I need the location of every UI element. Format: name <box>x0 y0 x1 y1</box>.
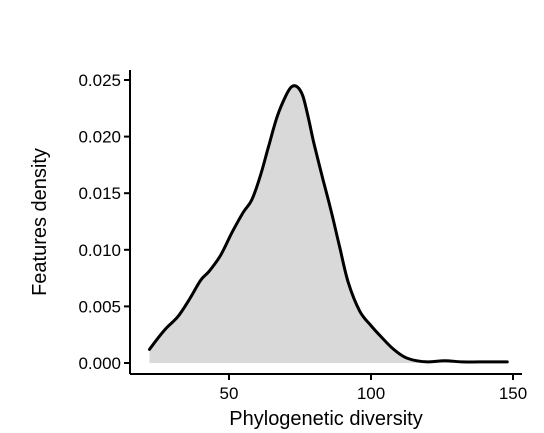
plot-area <box>148 84 509 364</box>
y-tick-label: 0.020 <box>78 128 121 147</box>
x-axis-title: Phylogenetic diversity <box>229 408 422 430</box>
y-axis-title: Features density <box>29 148 51 296</box>
density-line <box>148 84 509 364</box>
x-axis-ticks: 50 100 150 <box>220 374 527 403</box>
y-tick-label: 0.025 <box>78 71 121 90</box>
x-tick-label: 150 <box>499 384 527 403</box>
density-area <box>149 85 508 364</box>
y-tick-label: 0.010 <box>78 241 121 260</box>
y-tick-label: 0.000 <box>78 354 121 373</box>
x-tick-label: 100 <box>357 384 385 403</box>
y-tick-label: 0.015 <box>78 184 121 203</box>
y-tick-label: 0.005 <box>78 297 121 316</box>
y-axis-ticks: 0.000 0.005 0.010 0.015 0.020 0.025 <box>78 71 130 373</box>
x-tick-label: 50 <box>220 384 239 403</box>
